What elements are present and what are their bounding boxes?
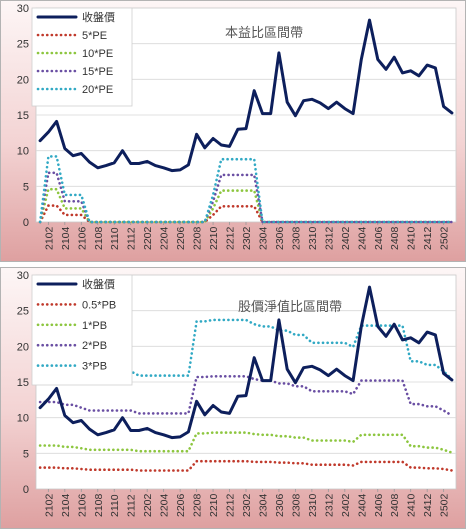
pb-band-chart: 0 5 10 15 20 25 30 2102 2104 2106 2108 2110 2112 2202… [0,267,466,529]
x-tick-label: 2208 [192,226,204,250]
x-tick-label: 2212 [225,226,237,250]
x-tick-label: 2412 [422,226,434,250]
series-line-1 [38,204,454,224]
x-tick-label: 2404 [356,226,368,250]
legend-label-2: 1*PB [82,320,107,332]
pe-band-chart-panel: 0 5 10 15 20 25 30 2102 2104 2106 2108 2110 2112 2202… [0,0,466,262]
x-tick-label: 2306 [274,493,286,517]
x-tick-label: 2302 [241,493,253,517]
y-tick-label: 20 [17,341,29,353]
series-line-1 [38,459,454,472]
x-tick-label: 2104 [60,226,72,250]
legend-label-3: 15*PE [82,66,113,78]
x-tick-label: 2304 [257,493,269,517]
y-tick-label: 5 [23,181,29,193]
x-tick-label: 2206 [175,226,187,250]
x-tick-label: 2308 [290,493,302,517]
series-line-4 [38,155,454,224]
legend-label-0: 收盤價 [82,10,115,24]
pb-band-chart-panel: 0 5 10 15 20 25 30 2102 2104 2106 2108 2110 2112 2202… [0,267,466,529]
x-tick-label: 2310 [307,226,319,250]
x-tick-label: 2312 [323,226,335,250]
x-tick-label: 2406 [373,493,385,517]
x-tick-label: 2410 [406,493,418,517]
x-tick-label: 2110 [109,227,121,250]
legend-box [31,7,133,107]
y-tick-label: 5 [23,448,29,460]
x-tick-label: 2106 [76,493,88,517]
x-tick-label: 2306 [274,226,286,250]
y-tick-label: 10 [17,413,29,425]
legend-label-1: 5*PE [82,30,107,42]
legend-label-3: 2*PB [82,340,107,352]
x-tick-label: 2402 [340,226,352,250]
y-tick-label: 0 [23,484,29,496]
x-tick-label: 2502 [439,226,451,250]
x-tick-label: 2408 [389,493,401,517]
x-tick-label: 2202 [142,493,154,517]
x-tick-label: 2212 [225,493,237,517]
x-tick-label: 2102 [43,493,55,517]
x-tick-label: 2310 [307,493,319,517]
y-tick-label: 15 [17,377,29,389]
x-tick-label: 2206 [175,493,187,517]
x-tick-label: 2412 [422,493,434,517]
x-tick-label: 2410 [406,226,418,250]
x-tick-label: 2502 [439,493,451,517]
x-tick-label: 2106 [76,226,88,250]
x-tick-label: 2108 [93,226,105,250]
legend-label-1: 0.5*PB [82,299,116,311]
x-tick-label: 2102 [43,226,55,250]
chart-title: 本益比區間帶 [225,25,303,40]
pe-band-chart: 0 5 10 15 20 25 30 2102 2104 2106 2108 2110 2112 2202… [0,0,466,262]
x-tick-label: 2312 [323,493,335,517]
y-tick-label: 30 [17,270,29,282]
y-tick-label: 15 [17,110,29,122]
x-tick-label: 2204 [159,493,171,517]
x-tick-label: 2402 [340,493,352,517]
y-tick-label: 25 [17,306,29,318]
legend-label-4: 3*PB [82,361,107,373]
x-tick-label: 2208 [192,493,204,517]
x-tick-label: 2408 [389,226,401,250]
x-tick-label: 2406 [373,226,385,250]
y-tick-label: 10 [17,146,29,158]
series-line-0 [38,285,454,440]
legend-label-2: 10*PE [82,48,113,60]
x-tick-label: 2210 [208,226,220,250]
legend-box [31,274,133,386]
x-tick-label: 2304 [257,226,269,250]
x-tick-label: 2112 [126,227,138,250]
series-line-3 [38,375,454,417]
x-tick-label: 2404 [356,493,368,517]
series-line-0 [38,18,454,173]
x-tick-label: 2210 [208,493,220,517]
x-tick-label: 2108 [93,493,105,517]
series-line-4 [38,318,454,381]
x-tick-label: 2302 [241,226,253,250]
y-tick-label: 30 [17,3,29,15]
y-tick-label: 0 [23,217,29,229]
legend-label-0: 收盤價 [82,277,115,291]
x-tick-label: 2104 [60,493,72,517]
x-tick-label: 2110 [109,494,121,517]
x-tick-label: 2112 [126,494,138,517]
y-tick-label: 20 [17,74,29,86]
x-tick-label: 2204 [159,226,171,250]
chart-title: 股價淨值比區間帶 [238,299,342,314]
y-tick-label: 25 [17,39,29,51]
x-tick-label: 2308 [290,226,302,250]
series-line-2 [38,431,454,454]
x-tick-label: 2202 [142,226,154,250]
legend-label-4: 20*PE [82,84,113,96]
